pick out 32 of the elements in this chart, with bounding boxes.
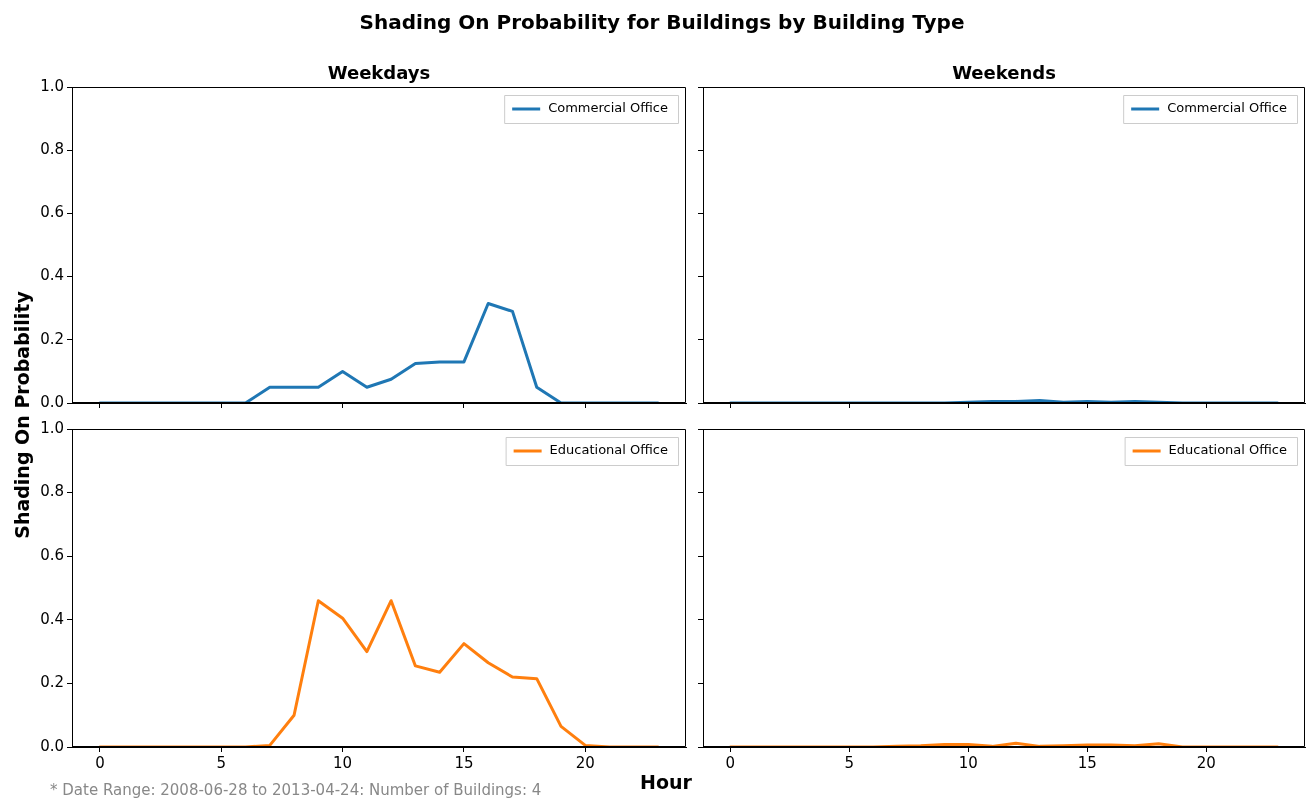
x-tick-label: 15 (454, 753, 474, 772)
x-axis-title: Hour (640, 771, 692, 793)
x-tick-label: 5 (844, 753, 855, 772)
x-tick-label: 0 (725, 753, 736, 772)
y-axis-title: Shading On Probability (11, 291, 33, 539)
y-tick-label: 0.6 (40, 203, 64, 222)
y-tick-label: 0.2 (40, 673, 64, 692)
legend-label: Commercial Office (548, 100, 669, 116)
legend-label: Educational Office (549, 442, 669, 458)
y-tick-label: 0.4 (40, 266, 64, 285)
chart-title: Weekends (952, 62, 1056, 83)
text: * Date Range: 2008-06-28 to 2013-04-24: Number of Buildings: 4 (50, 781, 542, 799)
x-tick-label: 10 (333, 753, 353, 772)
y-tick-label: 0.2 (40, 329, 64, 348)
chart-title: Weekdays (327, 62, 431, 83)
y-tick-label: 0.4 (40, 609, 64, 628)
y-tick-label: 0.0 (40, 736, 64, 755)
y-tick-label: 0.8 (40, 482, 64, 501)
x-tick-label: 10 (958, 753, 978, 772)
x-tick-label: 5 (216, 753, 227, 772)
x-tick-label: 0 (95, 753, 105, 772)
legend-label: Commercial Office (1167, 100, 1288, 116)
y-tick-label: 1.0 (40, 76, 64, 95)
text: Shading On Probability for Buildings by Building Type (359, 10, 965, 34)
y-tick-label: 0.8 (40, 140, 64, 159)
x-tick-label: 20 (1196, 753, 1216, 772)
y-tick-label: 1.0 (40, 418, 64, 437)
y-tick-label: 0.0 (40, 392, 64, 411)
x-tick-label: 15 (1077, 753, 1097, 772)
legend-label: Educational Office (1168, 442, 1288, 458)
x-tick-label: 20 (575, 753, 595, 772)
y-tick-label: 0.6 (40, 546, 64, 565)
